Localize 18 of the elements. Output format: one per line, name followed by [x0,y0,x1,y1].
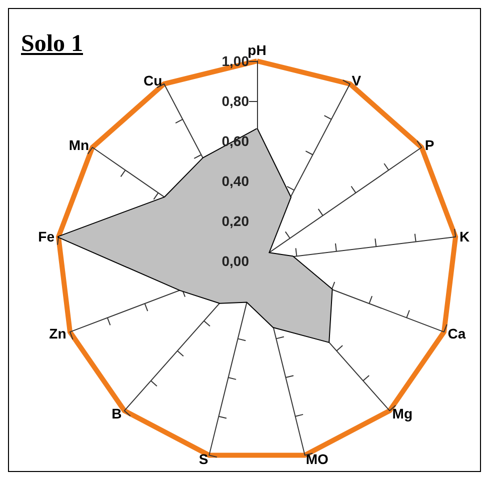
spoke-label: Mg [392,406,412,422]
spoke-label: MO [306,451,328,468]
y-tick-label: 0,40 [222,173,250,189]
spoke-label: Cu [144,72,162,88]
spoke-label: V [352,72,362,88]
y-tick-label: 0,80 [222,93,250,109]
spoke-label: Mn [68,137,90,154]
spoke-label: Zn [49,325,66,342]
spoke-label: Fe [38,228,55,244]
spoke-label: P [424,137,434,154]
y-tick-label: 0,20 [222,213,250,229]
spoke-label: pH [248,42,266,58]
chart-title: Solo 1 [21,31,84,58]
y-tick-label: 0,00 [222,253,250,269]
spoke-label: Ca [448,325,466,342]
spoke-label: K [460,228,470,244]
spoke-label: B [112,406,122,422]
spoke-label: S [198,451,208,468]
